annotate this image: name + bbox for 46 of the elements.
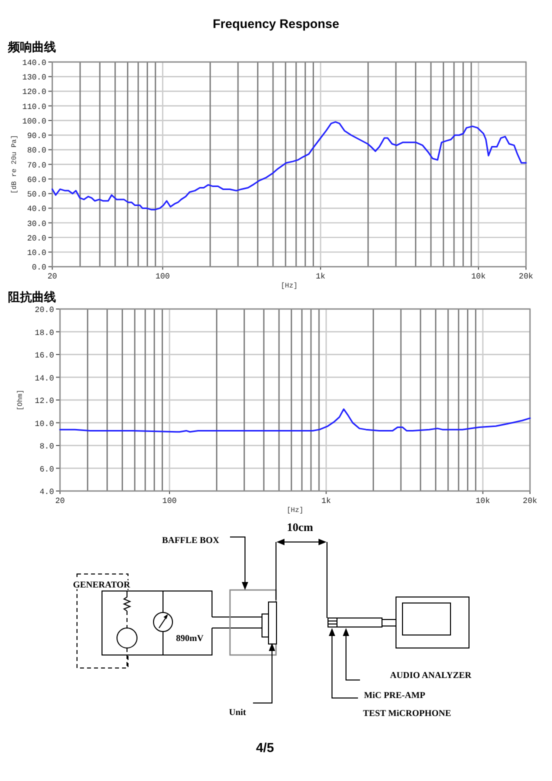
y-tick-label: 100.0	[22, 117, 46, 126]
y-tick-label: 14.0	[34, 374, 54, 384]
y-tick-label: 140.0	[22, 59, 46, 68]
y-tick-label: 4.0	[40, 488, 54, 497]
y-tick-label: 40.0	[27, 205, 46, 214]
text: 4/5	[256, 740, 274, 755]
y-tick-label: 60.0	[27, 176, 46, 185]
text: MiC PRE-AMP	[364, 690, 426, 700]
y-tick-label: 120.0	[22, 88, 46, 98]
y-tick-label: 80.0	[27, 146, 46, 156]
y-tick-label: 18.0	[34, 328, 54, 338]
text: 890mV	[176, 633, 204, 643]
y-tick-label: 110.0	[22, 102, 46, 112]
text: GENERATOR	[73, 580, 131, 590]
text: BAFFLE BOX	[162, 535, 220, 545]
chart-title: Frequency Response	[212, 17, 340, 31]
x-tick-label: 20	[47, 272, 58, 282]
y-tick-label: 8.0	[40, 442, 54, 452]
y-tick-label: 130.0	[22, 74, 46, 83]
x-tick-label: 100	[155, 272, 170, 282]
y-tick-label: 16.0	[34, 352, 54, 360]
y-tick-label: 50.0	[27, 190, 46, 200]
y-tick-label: 70.0	[27, 161, 46, 170]
x-tick-label: 20	[55, 497, 65, 506]
x-tick-label: 100	[162, 497, 177, 506]
y-tick-label: 6.0	[40, 465, 54, 474]
y-tick-label: 90.0	[27, 132, 46, 142]
y-tick-label: 30.0	[27, 220, 46, 229]
y-tick-label: 12.0	[34, 397, 54, 406]
y-tick-label: 10.0	[34, 420, 54, 429]
text: 10cm	[286, 522, 314, 534]
text: AUDIO ANALYZER	[390, 670, 472, 680]
chart-title: 阻抗曲线	[8, 290, 56, 304]
x-tick-label: 20k	[522, 497, 538, 506]
text: Unit	[229, 707, 246, 717]
x-tick-label: 1k	[321, 497, 332, 506]
y-tick-label: 0.0	[32, 264, 46, 273]
y-tick-label: 20.0	[34, 306, 54, 315]
y-tick-label: 10.0	[27, 249, 46, 258]
text: TEST MiCROPHONE	[363, 708, 452, 718]
x-tick-label: 10k	[476, 497, 490, 506]
y-tick-label: 20.0	[27, 234, 46, 244]
chart-subtitle: 频响曲线	[7, 40, 56, 54]
x-tick-label: 10k	[471, 272, 486, 282]
x-tick-label: 20k	[518, 272, 534, 282]
x-tick-label: 1k	[316, 272, 326, 282]
